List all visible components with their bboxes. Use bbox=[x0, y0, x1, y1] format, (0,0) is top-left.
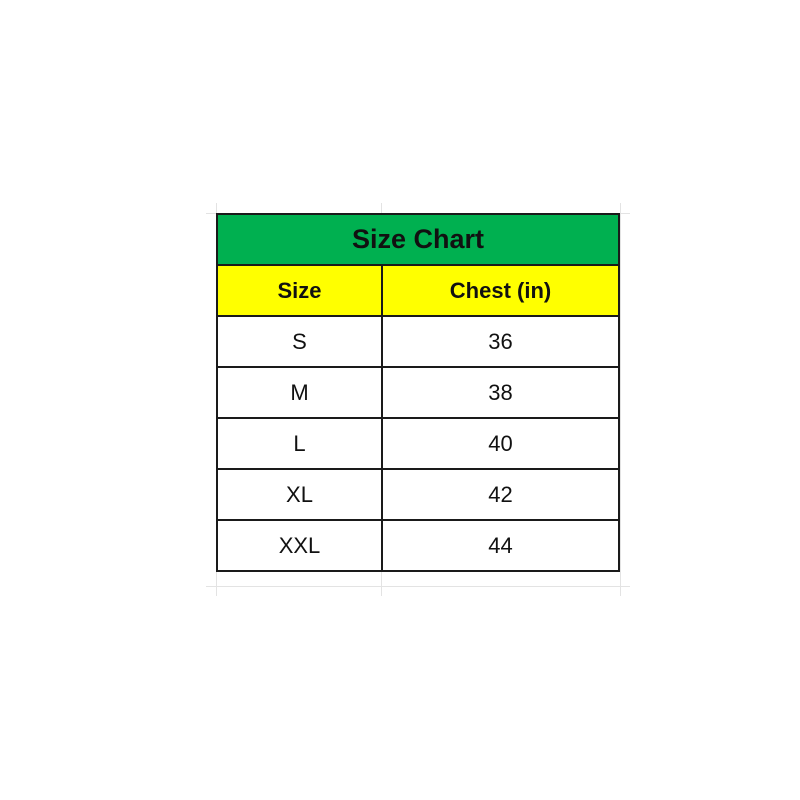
cell-size[interactable]: XL bbox=[216, 468, 383, 521]
table-row: S 36 bbox=[216, 315, 620, 368]
header-chest[interactable]: Chest (in) bbox=[381, 264, 620, 317]
gridline bbox=[206, 586, 630, 587]
header-size[interactable]: Size bbox=[216, 264, 383, 317]
cell-chest[interactable]: 38 bbox=[381, 366, 620, 419]
cell-size[interactable]: M bbox=[216, 366, 383, 419]
cell-chest[interactable]: 40 bbox=[381, 417, 620, 470]
table-row: M 38 bbox=[216, 366, 620, 419]
cell-size[interactable]: S bbox=[216, 315, 383, 368]
cell-chest[interactable]: 36 bbox=[381, 315, 620, 368]
cell-chest[interactable]: 44 bbox=[381, 519, 620, 572]
header-row: Size Chest (in) bbox=[216, 264, 620, 317]
cell-size[interactable]: L bbox=[216, 417, 383, 470]
table-row: XXL 44 bbox=[216, 519, 620, 572]
table-row: L 40 bbox=[216, 417, 620, 470]
table-title[interactable]: Size Chart bbox=[216, 213, 620, 266]
gridline bbox=[620, 203, 621, 596]
table-row: XL 42 bbox=[216, 468, 620, 521]
cell-size[interactable]: XXL bbox=[216, 519, 383, 572]
size-chart-table: Size Chart Size Chest (in) S 36 M 38 L 40 X… bbox=[216, 213, 620, 572]
cell-chest[interactable]: 42 bbox=[381, 468, 620, 521]
